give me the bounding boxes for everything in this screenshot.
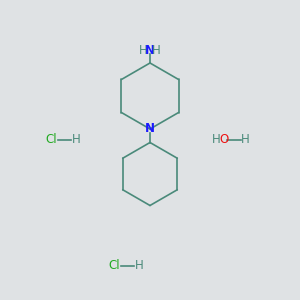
Text: O: O bbox=[220, 133, 229, 146]
Text: H: H bbox=[72, 133, 81, 146]
Text: N: N bbox=[145, 44, 155, 58]
Text: Cl: Cl bbox=[108, 259, 120, 272]
Text: H: H bbox=[135, 259, 144, 272]
Text: N: N bbox=[145, 122, 155, 136]
Text: H: H bbox=[139, 44, 148, 58]
Text: H: H bbox=[241, 133, 250, 146]
Text: Cl: Cl bbox=[45, 133, 57, 146]
Text: H: H bbox=[212, 133, 220, 146]
Text: H: H bbox=[152, 44, 161, 58]
